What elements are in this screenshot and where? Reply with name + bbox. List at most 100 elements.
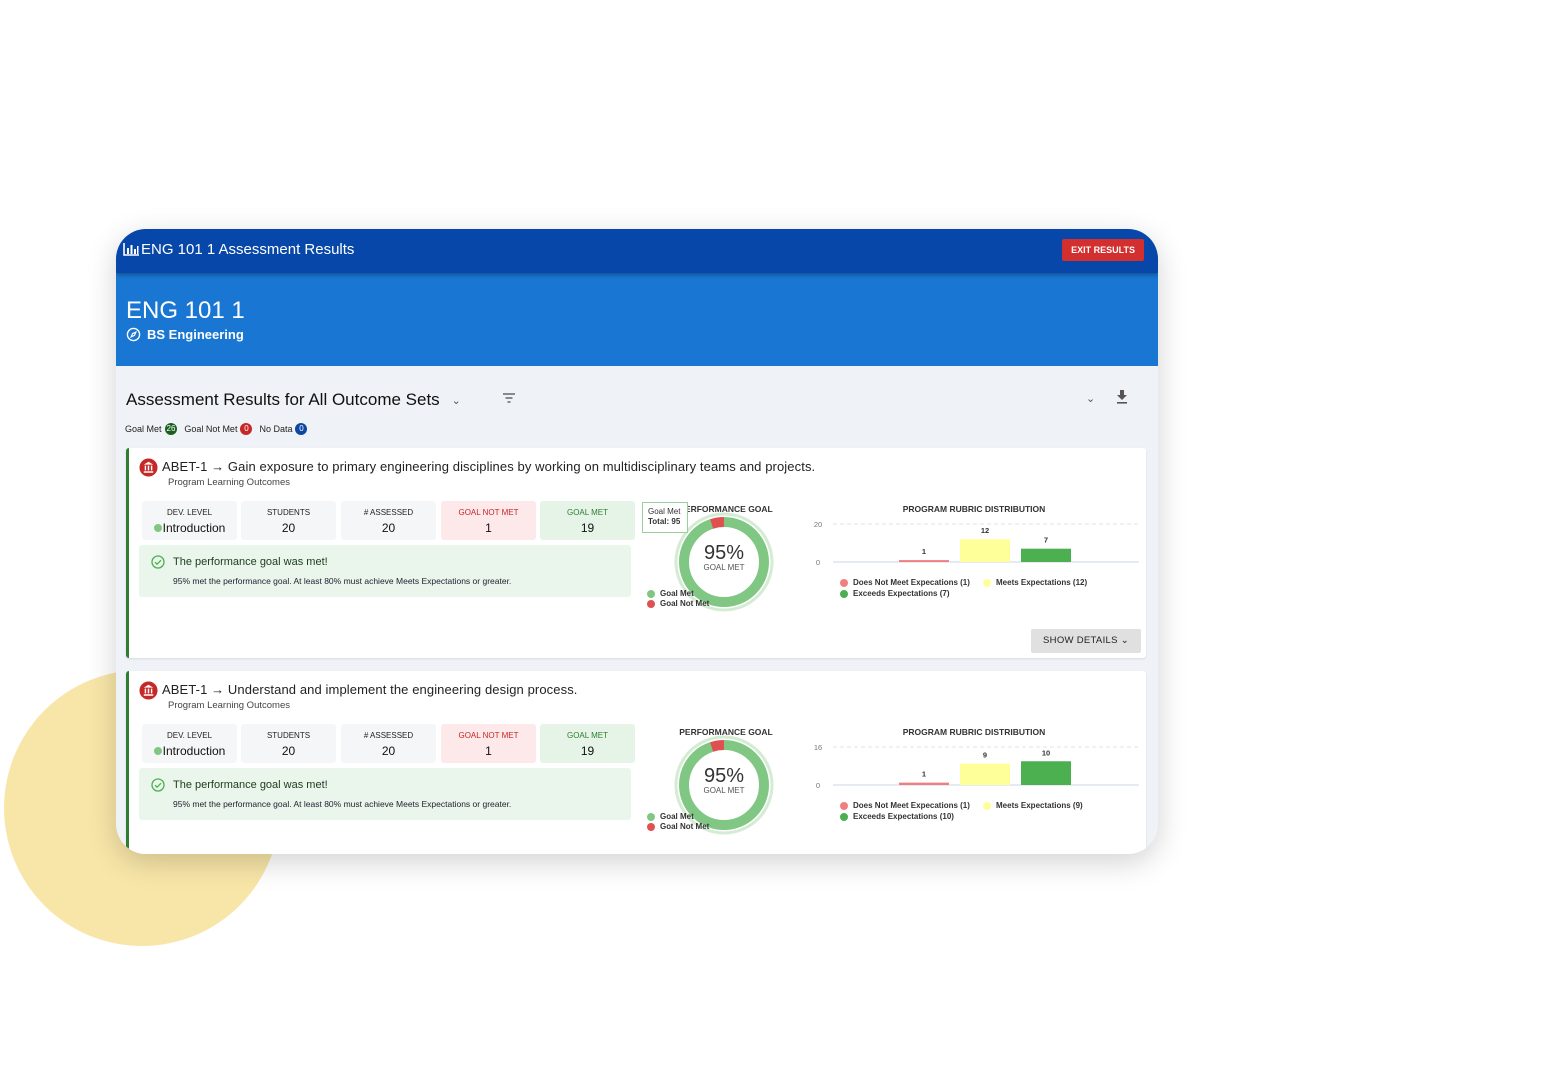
program-name: BS Engineering: [147, 327, 244, 342]
performance-goal-title: PERFORMANCE GOAL: [679, 504, 773, 514]
bar-value-label: 9: [983, 751, 987, 760]
stat-label: STUDENTS: [266, 508, 311, 517]
legend-dot: [840, 801, 848, 810]
rubric-bar-chart: 20 0 1 12 7: [814, 520, 1139, 567]
message-title: The performance goal was met!: [173, 779, 328, 791]
badge-label: No Data: [259, 424, 293, 434]
rubric-bar[interactable]: [1021, 761, 1071, 785]
rubric-legend-item: Meets Expectations (12): [996, 578, 1088, 587]
donut-legend-goal-not-met: Goal Not Met: [660, 599, 710, 608]
stat-value: 20: [381, 744, 396, 758]
stat-value: 1: [485, 744, 492, 758]
rubric-bar[interactable]: [899, 782, 949, 785]
legend-dot: [647, 589, 655, 598]
tooltip-line: Total: 95: [648, 517, 681, 526]
performance-goal-title: PERFORMANCE GOAL: [679, 727, 773, 737]
bar-value-label: 7: [1044, 536, 1048, 545]
rubric-bar[interactable]: [960, 763, 1010, 785]
donut-goal-met[interactable]: [679, 740, 769, 830]
stat-box: GOAL MET 19: [540, 501, 635, 540]
legend-dot: [840, 578, 848, 587]
donut-goal-not-met[interactable]: [674, 512, 775, 613]
message-body: 95% met the performance goal. At least 8…: [173, 576, 512, 586]
stat-label: # ASSESSED: [363, 508, 414, 517]
stat-box: DEV. LEVEL Introduction: [142, 501, 237, 540]
badge-count: 0: [295, 423, 308, 435]
course-header: ENG 101 1 BS Engineering: [116, 273, 1158, 366]
y-tick: 0: [816, 781, 820, 790]
course-title: ENG 101 1: [126, 297, 245, 324]
rubric-bar[interactable]: [899, 560, 949, 562]
rubric-legend-item: Exceeds Expectations (10): [853, 812, 954, 821]
rubric-legend-item: Does Not Meet Expecations (1): [853, 801, 970, 810]
goal-message: The performance goal was met! 95% met th…: [139, 768, 631, 820]
compass-icon: [126, 327, 141, 342]
legend-dot: [647, 812, 655, 821]
donut-goal-met[interactable]: [679, 517, 769, 607]
stat-value: 19: [580, 744, 595, 758]
legend-dot: [983, 801, 991, 810]
outcome-card: ABET-1 → Gain exposure to primary engine…: [126, 448, 1146, 658]
app-window: ENG 101 1 Assessment Results EXIT RESULT…: [116, 229, 1158, 854]
stat-box: GOAL NOT MET 1: [441, 501, 536, 540]
donut-legend-goal-not-met: Goal Not Met: [660, 822, 710, 831]
outcome-title: ABET-1 → Gain exposure to primary engine…: [162, 459, 816, 474]
badge-label: Goal Not Met: [184, 424, 238, 434]
stat-value: Introduction: [162, 521, 226, 535]
tooltip-line: Goal Met: [648, 507, 681, 516]
window-title: ENG 101 1 Assessment Results: [141, 241, 355, 258]
legend-dot: [840, 589, 848, 598]
stat-value: 1: [485, 521, 492, 535]
donut-label: GOAL MET: [703, 786, 745, 795]
level-dot: [153, 524, 162, 532]
donut-label: GOAL MET: [703, 563, 745, 572]
donut-goal-not-met[interactable]: [674, 735, 775, 836]
performance-donut: [674, 512, 775, 613]
stat-box: GOAL MET 19: [540, 724, 635, 763]
collapse-chevron-icon[interactable]: ⌄: [1086, 393, 1096, 405]
stat-value: 20: [381, 521, 396, 535]
exit-results-button[interactable]: EXIT RESULTS: [1062, 239, 1144, 261]
bar-value-label: 10: [1042, 748, 1050, 757]
show-details-button[interactable]: SHOW DETAILS ⌄: [1031, 629, 1141, 653]
stat-value: Introduction: [162, 744, 226, 758]
stat-label: # ASSESSED: [363, 731, 414, 740]
stat-label: STUDENTS: [266, 731, 311, 740]
bar-value-label: 1: [922, 547, 926, 556]
goal-message: The performance goal was met! 95% met th…: [139, 545, 631, 597]
stat-box: STUDENTS 20: [241, 724, 336, 763]
check-circle-icon: [151, 778, 165, 792]
y-tick: 16: [814, 743, 822, 752]
legend-dot: [647, 599, 655, 608]
status-badges: Goal Met 26 Goal Not Met 0 No Data 0: [125, 423, 311, 435]
filter-icon[interactable]: [502, 392, 516, 404]
legend-dot: [647, 822, 655, 831]
show-details-label: SHOW DETAILS: [1043, 635, 1118, 646]
rubric-legend-item: Does Not Meet Expecations (1): [853, 578, 970, 587]
chart-tooltip: Goal Met Total: 95: [642, 502, 688, 533]
bar-value-label: 12: [981, 526, 989, 535]
check-circle-icon: [151, 555, 165, 569]
top-bar: ENG 101 1 Assessment Results EXIT RESULT…: [116, 229, 1158, 273]
outcome-card: ABET-1 → Understand and implement the en…: [126, 671, 1146, 854]
outcome-title: ABET-1 → Understand and implement the en…: [162, 682, 578, 697]
stat-box: GOAL NOT MET 1: [441, 724, 536, 763]
performance-donut: [674, 735, 775, 836]
rubric-bar[interactable]: [1021, 548, 1071, 562]
stat-box: # ASSESSED 20: [341, 724, 436, 763]
stat-label: DEV. LEVEL: [166, 508, 213, 517]
stat-label: DEV. LEVEL: [166, 731, 213, 740]
bar-value-label: 1: [922, 770, 926, 779]
rubric-legend-item: Meets Expectations (9): [996, 801, 1083, 810]
rubric-bar[interactable]: [960, 539, 1010, 562]
stat-value: 19: [580, 521, 595, 535]
download-icon[interactable]: [1116, 390, 1128, 404]
chevron-down-icon[interactable]: ⌄: [451, 394, 461, 407]
level-dot: [153, 747, 162, 755]
rubric-legend-item: Exceeds Expectations (7): [853, 589, 950, 598]
stat-value: 20: [281, 521, 296, 535]
rubric-title: PROGRAM RUBRIC DISTRIBUTION: [902, 504, 1046, 514]
message-body: 95% met the performance goal. At least 8…: [173, 799, 512, 809]
outcome-subtitle: Program Learning Outcomes: [168, 700, 290, 711]
badge-count: 26: [164, 423, 178, 435]
